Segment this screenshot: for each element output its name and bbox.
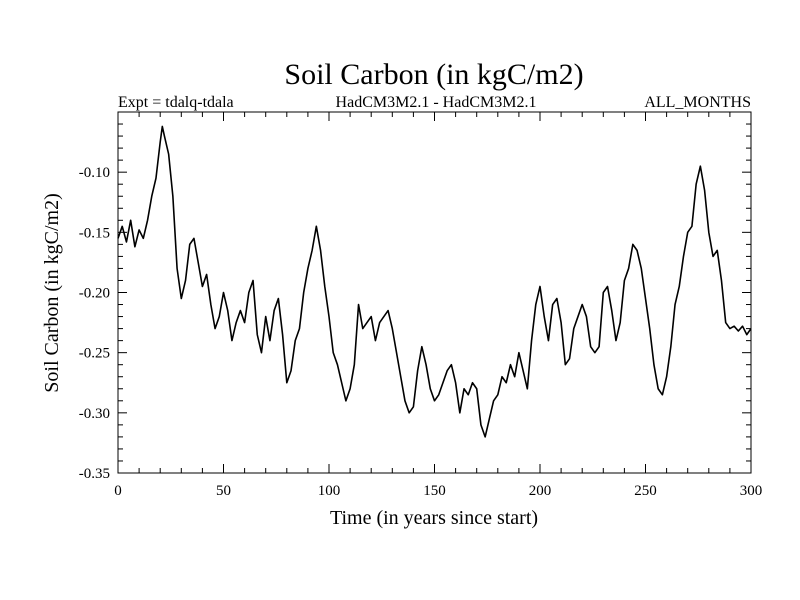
x-tick-label: 0 xyxy=(114,483,122,499)
x-tick-label: 200 xyxy=(529,483,552,499)
x-tick-label: 100 xyxy=(318,483,341,499)
y-tick-label: -0.35 xyxy=(79,466,110,482)
x-axis-label: Time (in years since start) xyxy=(330,507,538,529)
y-tick-label: -0.10 xyxy=(79,165,110,181)
x-tick-labels: 0 50 100 150 200 250 300 xyxy=(114,483,762,499)
chart-title: Soil Carbon (in kgC/m2) xyxy=(284,58,583,91)
model-label: HadCM3M2.1 - HadCM3M2.1 xyxy=(336,94,537,111)
y-tick-label: -0.15 xyxy=(79,225,110,241)
y-tick-labels: -0.35 -0.30 -0.25 -0.20 -0.15 -0.10 xyxy=(79,165,110,482)
months-label: ALL_MONTHS xyxy=(644,94,751,111)
y-tick-label: -0.25 xyxy=(79,346,110,362)
y-tick-label: -0.20 xyxy=(79,286,110,302)
y-tick-label: -0.30 xyxy=(79,406,110,422)
x-tick-label: 250 xyxy=(634,483,657,499)
x-tick-label: 300 xyxy=(740,483,763,499)
x-tick-label: 150 xyxy=(423,483,446,499)
series-line-soil-carbon xyxy=(117,125,752,438)
experiment-label: Expt = tdalq-tdala xyxy=(118,94,234,111)
x-tick-label: 50 xyxy=(216,483,231,499)
axis-ticks xyxy=(117,112,752,474)
y-axis-label: Soil Carbon (in kgC/m2) xyxy=(41,193,63,392)
plot-area-frame xyxy=(117,111,752,474)
